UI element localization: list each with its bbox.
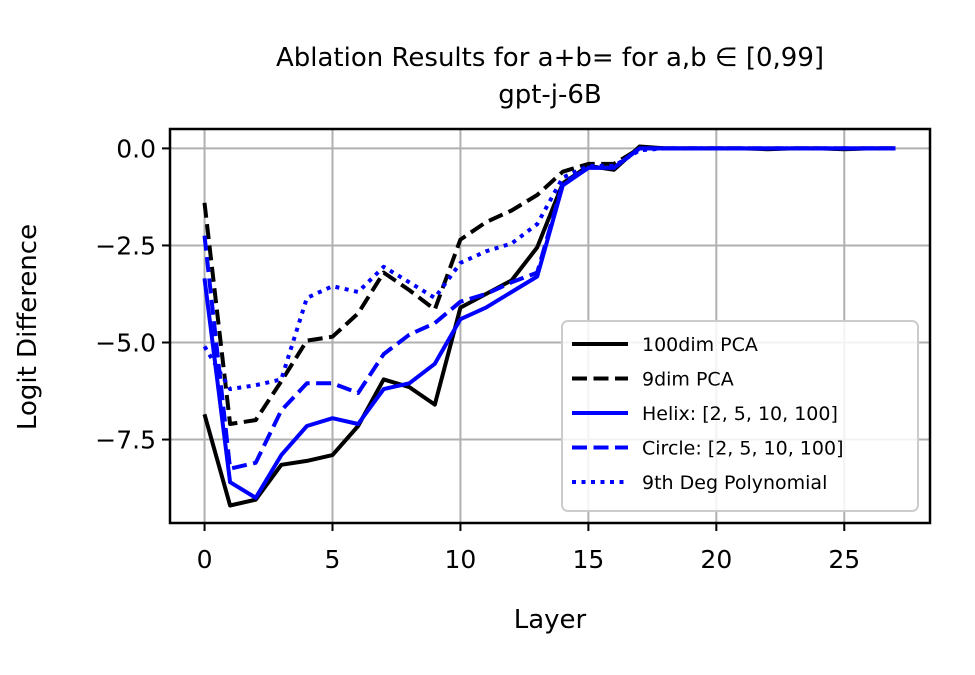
legend-label-3: Circle: [2, 5, 10, 100]	[642, 438, 843, 460]
chart-subtitle: gpt-j-6B	[498, 80, 602, 110]
x-tick-label: 20	[700, 545, 732, 574]
legend-label-4: 9th Deg Polynomial	[642, 472, 827, 494]
x-tick-label: 15	[572, 545, 604, 574]
legend-box	[561, 320, 919, 512]
x-tick-label: 25	[828, 545, 860, 574]
legend-label-2: Helix: [2, 5, 10, 100]	[642, 403, 838, 425]
x-axis-label: Layer	[514, 605, 587, 635]
series-line-3	[202, 146, 896, 471]
y-tick-label: 0.0	[116, 134, 156, 163]
x-tick-label: 5	[325, 545, 341, 574]
series-line-4	[202, 146, 896, 392]
legend-label-0: 100dim PCA	[642, 334, 758, 356]
y-axis-label: Logit Difference	[13, 224, 43, 430]
y-tick-label: −5.0	[95, 328, 156, 357]
legend-label-1: 9dim PCA	[642, 369, 734, 391]
legend: 100dim PCA 9dim PCA Helix: [2, 5, 10, 100]…	[561, 320, 919, 512]
x-tick-label: 10	[445, 545, 477, 574]
y-tick-label: −2.5	[95, 231, 156, 260]
x-tick-label: 0	[197, 545, 213, 574]
axis-ticks: 0 5 10 15 20 25 0.0 −2.5 −5.0 −7.5	[95, 134, 860, 574]
y-tick-label: −7.5	[95, 426, 156, 455]
chart-title: Ablation Results for a+b= for a,b ∈ [0,9…	[276, 43, 824, 73]
series-layer	[202, 144, 896, 508]
plot-area-frame	[168, 127, 932, 525]
